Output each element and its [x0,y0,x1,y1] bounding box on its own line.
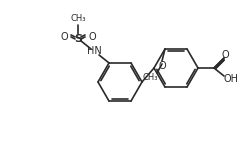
Text: O: O [60,32,68,42]
Text: O: O [158,61,165,71]
Text: CH₃: CH₃ [142,73,157,82]
Text: HN: HN [86,46,101,56]
Text: S: S [74,34,82,44]
Text: OH: OH [223,74,238,84]
Text: CH₃: CH₃ [70,14,85,23]
Text: O: O [88,32,96,42]
Text: O: O [220,50,228,60]
